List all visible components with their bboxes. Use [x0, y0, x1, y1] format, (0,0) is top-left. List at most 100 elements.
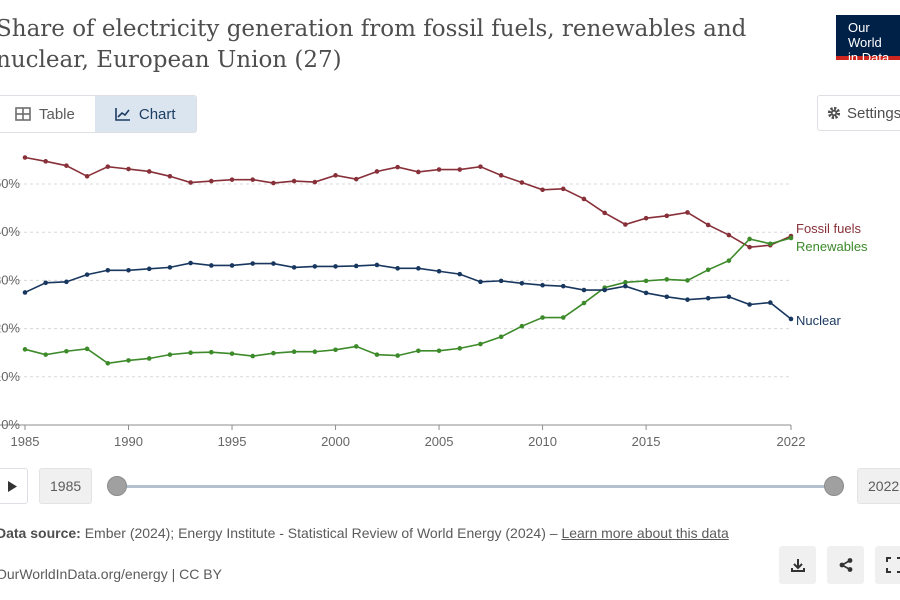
point-nuclear[interactable] — [602, 287, 607, 293]
point-fossil-fuels[interactable] — [478, 164, 483, 169]
point-renewables[interactable] — [560, 315, 566, 320]
timeline-end-handle[interactable] — [824, 476, 844, 496]
point-nuclear[interactable] — [167, 265, 173, 270]
point-fossil-fuels[interactable] — [374, 169, 380, 174]
point-renewables[interactable] — [229, 351, 235, 356]
point-nuclear[interactable] — [312, 264, 318, 269]
point-fossil-fuels[interactable] — [291, 178, 297, 184]
point-renewables[interactable] — [767, 241, 773, 247]
point-fossil-fuels[interactable] — [560, 186, 566, 192]
point-nuclear[interactable] — [271, 261, 276, 266]
point-fossil-fuels[interactable] — [623, 222, 628, 227]
tab-table[interactable]: Table — [0, 96, 95, 132]
point-renewables[interactable] — [353, 344, 359, 349]
download-button[interactable] — [779, 546, 816, 584]
point-fossil-fuels[interactable] — [498, 173, 504, 178]
timeline-track[interactable] — [117, 485, 834, 488]
point-fossil-fuels[interactable] — [84, 173, 90, 179]
point-nuclear[interactable] — [788, 316, 794, 322]
point-fossil-fuels[interactable] — [581, 196, 587, 202]
point-renewables[interactable] — [726, 258, 732, 263]
point-renewables[interactable] — [581, 300, 587, 306]
end-year-box[interactable]: 2022 — [857, 468, 900, 504]
point-fossil-fuels[interactable] — [540, 187, 545, 193]
fullscreen-button[interactable] — [875, 546, 900, 584]
point-fossil-fuels[interactable] — [685, 210, 690, 215]
point-fossil-fuels[interactable] — [209, 178, 214, 184]
tab-chart[interactable]: Chart — [94, 96, 196, 132]
point-nuclear[interactable] — [291, 265, 297, 270]
point-fossil-fuels[interactable] — [126, 166, 131, 172]
point-nuclear[interactable] — [540, 282, 545, 288]
point-renewables[interactable] — [333, 347, 338, 353]
point-nuclear[interactable] — [457, 271, 463, 277]
point-renewables[interactable] — [416, 348, 421, 354]
point-renewables[interactable] — [478, 341, 483, 347]
point-renewables[interactable] — [747, 236, 752, 242]
point-fossil-fuels[interactable] — [188, 180, 193, 185]
point-nuclear[interactable] — [395, 266, 400, 271]
point-nuclear[interactable] — [146, 266, 152, 272]
point-nuclear[interactable] — [229, 263, 235, 268]
point-fossil-fuels[interactable] — [22, 155, 28, 160]
point-nuclear[interactable] — [416, 266, 421, 271]
point-nuclear[interactable] — [519, 280, 525, 286]
share-button[interactable] — [827, 546, 864, 584]
point-nuclear[interactable] — [188, 260, 193, 266]
point-renewables[interactable] — [250, 353, 256, 359]
point-nuclear[interactable] — [436, 268, 442, 274]
point-fossil-fuels[interactable] — [229, 177, 235, 182]
point-renewables[interactable] — [22, 347, 28, 352]
point-renewables[interactable] — [291, 349, 297, 355]
point-renewables[interactable] — [374, 352, 380, 357]
point-renewables[interactable] — [788, 235, 794, 241]
point-nuclear[interactable] — [767, 300, 773, 305]
point-nuclear[interactable] — [43, 280, 49, 286]
point-renewables[interactable] — [705, 267, 711, 273]
point-renewables[interactable] — [43, 352, 49, 357]
point-renewables[interactable] — [540, 315, 545, 320]
play-button[interactable] — [0, 468, 28, 504]
point-renewables[interactable] — [84, 346, 90, 352]
learn-more-link[interactable]: Learn more about this data — [561, 525, 729, 541]
point-fossil-fuels[interactable] — [519, 180, 525, 185]
timeline-start-handle[interactable] — [107, 476, 127, 496]
point-nuclear[interactable] — [664, 294, 670, 300]
point-renewables[interactable] — [188, 350, 193, 356]
point-nuclear[interactable] — [84, 272, 90, 277]
point-nuclear[interactable] — [374, 262, 380, 268]
point-renewables[interactable] — [643, 278, 649, 284]
point-renewables[interactable] — [395, 353, 400, 358]
point-renewables[interactable] — [498, 334, 504, 340]
start-year-box[interactable]: 1985 — [39, 468, 93, 504]
point-nuclear[interactable] — [643, 290, 649, 296]
point-renewables[interactable] — [209, 349, 214, 355]
point-nuclear[interactable] — [478, 279, 483, 285]
point-fossil-fuels[interactable] — [43, 159, 49, 164]
point-fossil-fuels[interactable] — [436, 167, 442, 172]
point-fossil-fuels[interactable] — [353, 176, 359, 182]
point-nuclear[interactable] — [333, 264, 338, 269]
point-nuclear[interactable] — [22, 290, 28, 295]
point-nuclear[interactable] — [250, 261, 256, 266]
point-nuclear[interactable] — [747, 302, 752, 307]
point-fossil-fuels[interactable] — [105, 164, 111, 169]
point-renewables[interactable] — [312, 349, 318, 355]
point-fossil-fuels[interactable] — [602, 210, 607, 216]
point-renewables[interactable] — [685, 278, 690, 283]
point-fossil-fuels[interactable] — [395, 164, 400, 170]
point-fossil-fuels[interactable] — [705, 222, 711, 228]
point-renewables[interactable] — [271, 350, 276, 356]
point-renewables[interactable] — [436, 348, 442, 354]
point-renewables[interactable] — [64, 348, 69, 354]
point-nuclear[interactable] — [705, 295, 711, 301]
point-renewables[interactable] — [664, 277, 670, 282]
series-line-fossil-fuels[interactable] — [24, 156, 792, 248]
point-nuclear[interactable] — [353, 263, 359, 269]
settings-button[interactable]: Settings — [817, 95, 900, 131]
point-renewables[interactable] — [167, 352, 173, 357]
point-nuclear[interactable] — [726, 294, 732, 300]
point-fossil-fuels[interactable] — [457, 167, 463, 172]
point-nuclear[interactable] — [685, 297, 690, 302]
point-renewables[interactable] — [457, 346, 463, 351]
